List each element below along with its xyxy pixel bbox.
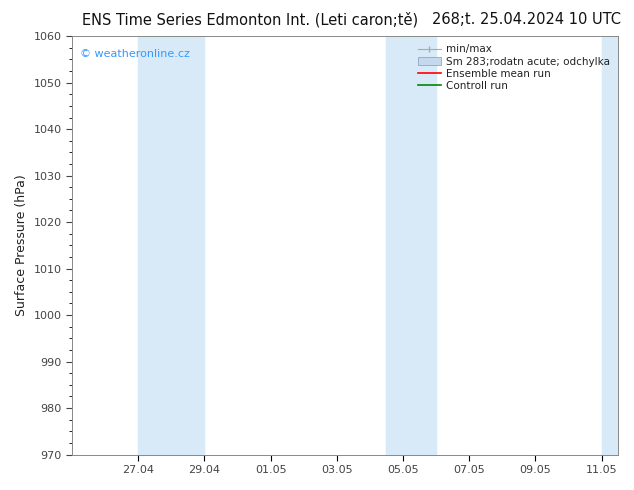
Text: ENS Time Series Edmonton Int. (Leti caron;tě): ENS Time Series Edmonton Int. (Leti caro…: [82, 12, 418, 28]
Y-axis label: Surface Pressure (hPa): Surface Pressure (hPa): [15, 174, 28, 316]
Bar: [138, 36, 204, 455]
Text: 268;t. 25.04.2024 10 UTC: 268;t. 25.04.2024 10 UTC: [432, 12, 621, 27]
Bar: [387, 36, 436, 455]
Text: © weatheronline.cz: © weatheronline.cz: [81, 49, 190, 59]
Bar: [602, 36, 618, 455]
Legend: min/max, Sm 283;rodatn acute; odchylka, Ensemble mean run, Controll run: min/max, Sm 283;rodatn acute; odchylka, …: [415, 41, 613, 94]
